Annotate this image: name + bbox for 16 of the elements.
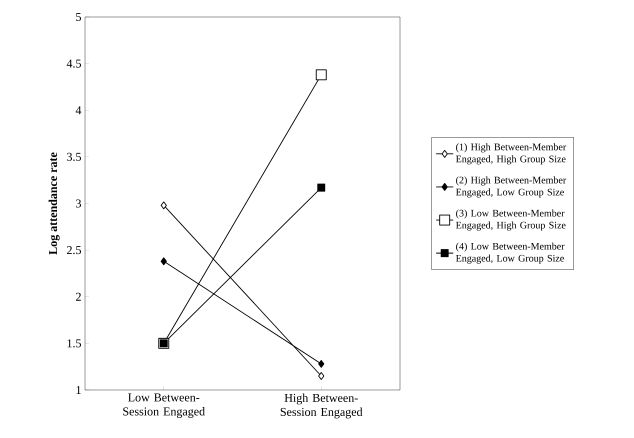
x-tick-label: High Between-Session Engaged	[280, 394, 362, 418]
y-tick-label: 4	[76, 106, 82, 114]
legend-label: (2) High Between-Member Engaged, Low Group Size	[456, 176, 566, 198]
y-tick-label: 1	[76, 386, 81, 394]
y-tick-label: 4.5	[66, 60, 82, 68]
y-tick-label: 3	[76, 199, 82, 208]
y-tick-label: 1.5	[68, 339, 82, 348]
y-tick-label: 2	[76, 292, 81, 301]
y-tick-label: 3.5	[67, 152, 82, 161]
legend-label: (4) Low Between-Member Engaged, Low Group Size	[456, 242, 564, 264]
x-tick-label: Low Between-Session Engaged	[123, 394, 205, 418]
y-axis-title: Log attendance rate	[48, 152, 60, 255]
legend-label: (3) Low Between-Member Engaged, High Group Size	[456, 209, 566, 231]
y-tick-label: 5	[76, 13, 82, 21]
y-tick-label: 2.5	[67, 246, 82, 254]
legend-label: (1) High Between-Member Engaged, High Group Size	[456, 143, 566, 164]
